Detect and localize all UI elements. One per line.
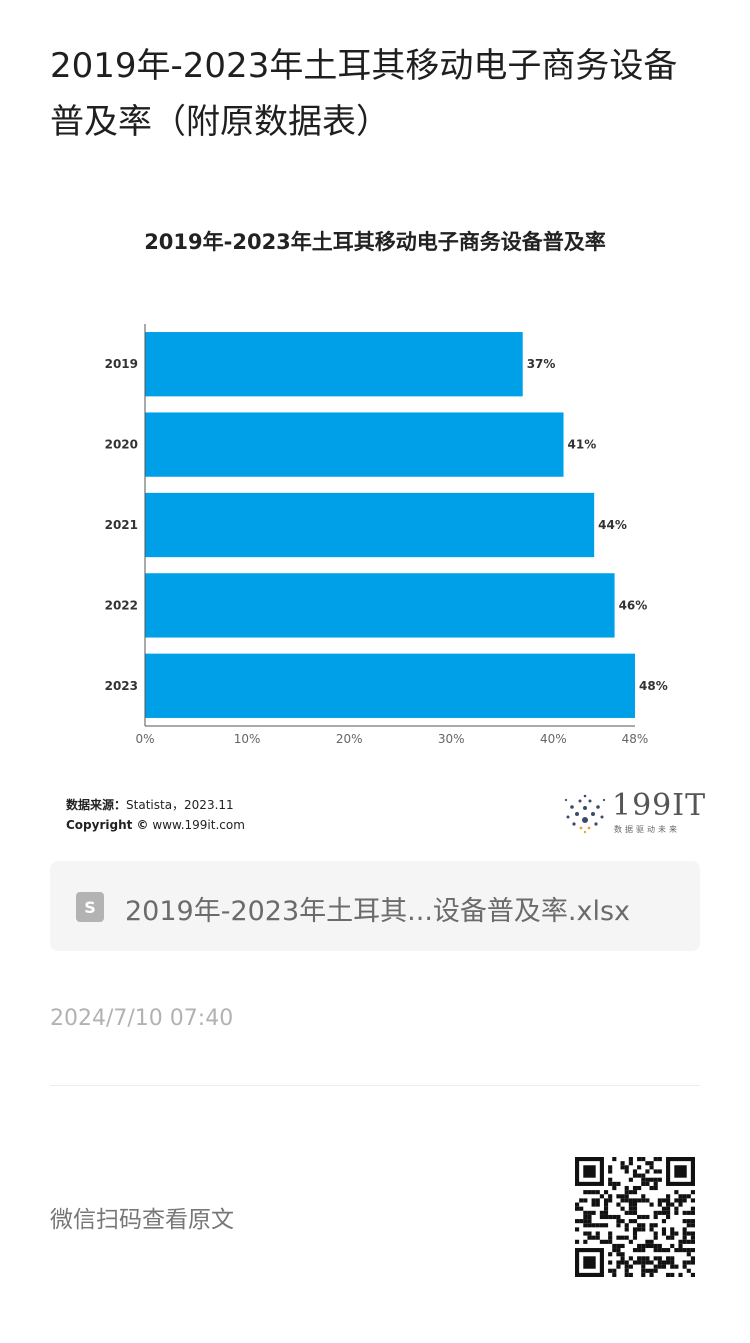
post-date: 2024/7/10 07:40 <box>50 1006 234 1031</box>
x-tick-label: 40% <box>540 732 567 746</box>
brand-burst-icon <box>564 794 606 834</box>
x-tick-label: 0% <box>135 732 154 746</box>
brand-tagline: 数据驱动未来 <box>614 825 680 834</box>
chart-image: 2019 37% 2020 41% 2021 44% 2022 46% 2023 48% 0% 10%… <box>50 200 700 850</box>
attachment-card[interactable]: S 2019年-2023年土耳其...设备普及率.xlsx <box>50 861 700 951</box>
attachment-filename: 2019年-2023年土耳其...设备普及率.xlsx <box>125 896 631 927</box>
category-label-2020: 2020 <box>105 438 138 452</box>
category-label-2021: 2021 <box>105 518 138 532</box>
bar-chart: 2019 37% 2020 41% 2021 44% 2022 46% 2023 48% 0% 10%… <box>105 324 668 746</box>
value-label-2023: 48% <box>639 679 668 693</box>
value-label-2021: 44% <box>598 518 627 532</box>
bar-2023 <box>145 653 635 718</box>
category-label-2019: 2019 <box>105 357 138 371</box>
copyright-label: Copyright © <box>66 818 149 832</box>
value-label-2019: 37% <box>527 357 556 371</box>
source-value: Statista，2023.11 <box>126 798 234 812</box>
divider <box>50 1085 700 1086</box>
article-title: 2019年-2023年土耳其移动电子商务设备普及率（附原数据表） <box>50 46 678 142</box>
x-tick-label: 10% <box>234 732 261 746</box>
category-label-2023: 2023 <box>105 679 138 693</box>
brand-logo: 199IT 数据驱动未来 <box>560 788 705 838</box>
category-label-2022: 2022 <box>105 598 138 612</box>
wechat-scan-hint: 微信扫码查看原文 <box>50 1207 234 1233</box>
bar-2019 <box>145 332 523 397</box>
bar-2020 <box>145 412 564 477</box>
x-tick-label: 48% <box>622 732 649 746</box>
qr-code-icon[interactable] <box>575 1157 695 1277</box>
spreadsheet-file-icon: S <box>76 892 104 922</box>
x-tick-label: 20% <box>336 732 363 746</box>
copyright-value: www.199it.com <box>152 818 245 832</box>
source-label: 数据来源： <box>66 798 127 812</box>
x-tick-label: 30% <box>438 732 465 746</box>
value-label-2020: 41% <box>568 438 597 452</box>
chart-title: 2019年-2023年土耳其移动电子商务设备普及率 <box>144 230 606 254</box>
bar-2022 <box>145 573 615 638</box>
chart-source: 数据来源：Statista，2023.11 Copyright © www.19… <box>66 795 245 835</box>
value-label-2022: 46% <box>619 598 648 612</box>
bar-2021 <box>145 492 595 558</box>
brand-name: 199IT <box>612 788 707 823</box>
